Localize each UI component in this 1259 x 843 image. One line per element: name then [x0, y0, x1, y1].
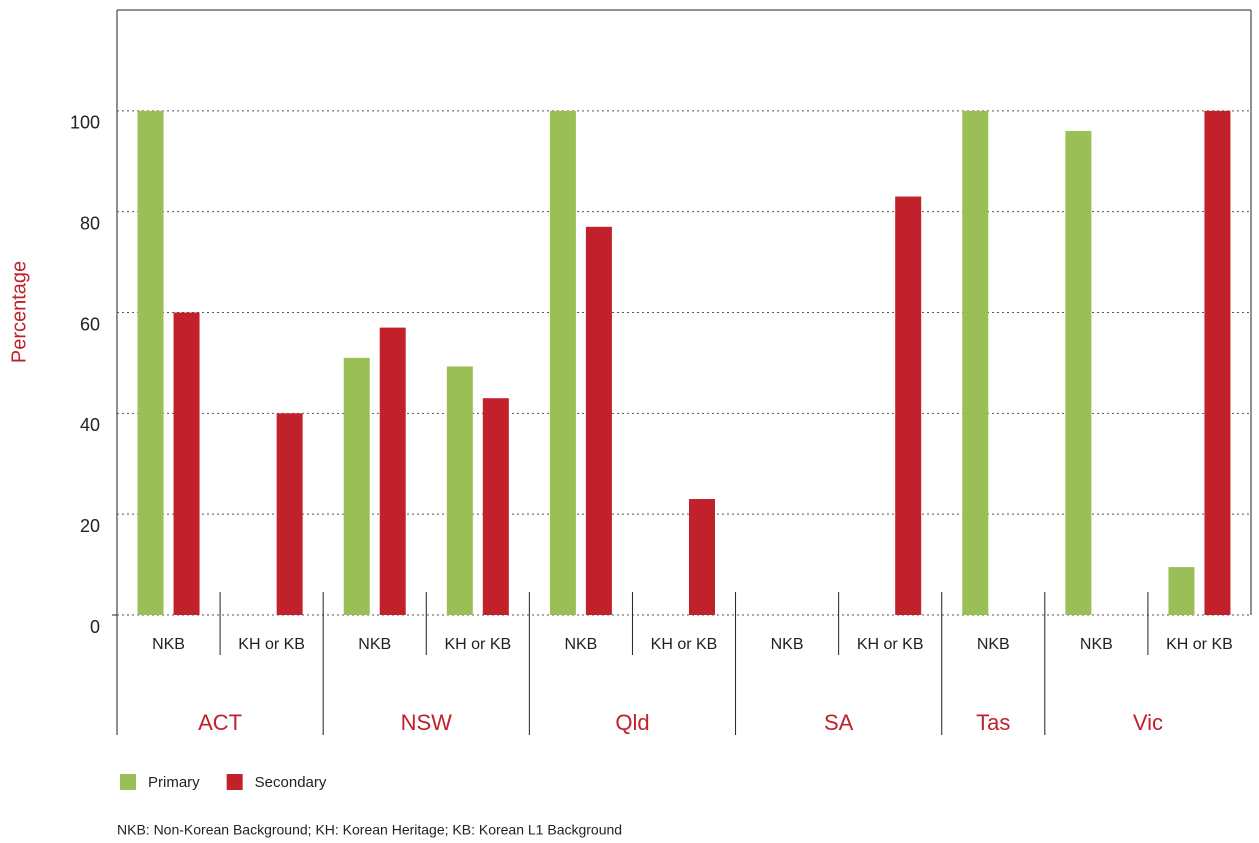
bar — [895, 196, 922, 615]
bar — [446, 366, 473, 615]
x-tick-label: NKB — [564, 636, 597, 653]
x-tick-label: KH or KB — [444, 636, 511, 653]
y-tick-label: 0 — [90, 617, 100, 637]
x-tick-label: KH or KB — [651, 636, 718, 653]
bar — [962, 110, 989, 615]
bar — [343, 357, 370, 615]
y-tick-label: 20 — [80, 516, 100, 536]
bar — [137, 110, 164, 615]
x-tick-label: KH or KB — [857, 636, 924, 653]
legend-label: Primary — [148, 774, 200, 791]
footnote: NKB: Non-Korean Background; KH: Korean H… — [117, 822, 622, 838]
legend-swatch — [120, 774, 136, 790]
bar — [276, 413, 303, 615]
y-tick-label: 100 — [70, 113, 100, 133]
bar — [549, 110, 576, 615]
x-tick-label: NKB — [1080, 636, 1113, 653]
group-label: NSW — [401, 710, 453, 735]
y-axis-label: Percentage — [8, 261, 30, 363]
bar — [585, 226, 612, 615]
bar — [1065, 131, 1092, 615]
x-tick-label: NKB — [152, 636, 185, 653]
bar — [173, 312, 200, 615]
x-tick-label: NKB — [771, 636, 804, 653]
x-tick-label: NKB — [977, 636, 1010, 653]
group-label: Tas — [976, 710, 1010, 735]
group-label: SA — [824, 710, 854, 735]
group-label: ACT — [198, 710, 242, 735]
bar — [482, 398, 509, 615]
y-tick-label: 40 — [80, 415, 100, 435]
y-tick-label: 80 — [80, 213, 100, 233]
group-label: Qld — [615, 710, 649, 735]
bar — [1168, 567, 1195, 615]
y-tick-label: 60 — [80, 314, 100, 334]
bar — [689, 499, 715, 615]
legend-label: Secondary — [255, 774, 327, 791]
x-tick-label: NKB — [358, 636, 391, 653]
x-tick-label: KH or KB — [1166, 636, 1233, 653]
bar — [379, 327, 406, 615]
legend-swatch — [226, 774, 243, 790]
bar — [1204, 110, 1231, 615]
group-label: Vic — [1133, 710, 1163, 735]
x-tick-label: KH or KB — [238, 636, 305, 653]
